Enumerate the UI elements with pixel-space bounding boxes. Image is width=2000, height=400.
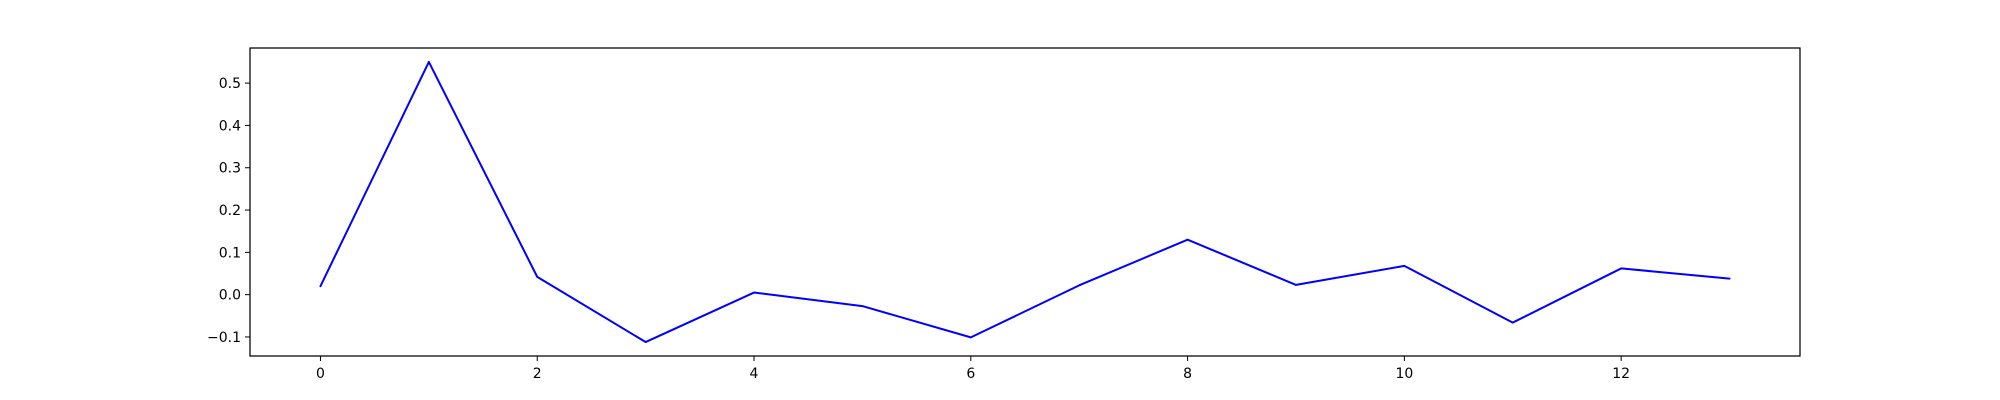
y-tick-label: −0.1 xyxy=(207,330,241,346)
x-tick-label: 8 xyxy=(1183,366,1192,382)
y-tick-label: 0.5 xyxy=(219,76,241,92)
y-tick-label: 0.0 xyxy=(219,288,241,304)
y-axis: −0.1 0.0 0.1 0.2 0.3 0.4 0.5 xyxy=(207,76,250,346)
y-tick-label: 0.2 xyxy=(219,203,241,219)
x-axis: 0 2 4 6 8 10 12 xyxy=(316,356,1630,382)
x-tick-label: 10 xyxy=(1395,366,1413,382)
y-tick-label: 0.3 xyxy=(219,161,241,177)
plot-area-frame xyxy=(249,47,1801,357)
x-tick-label: 4 xyxy=(750,366,759,382)
y-tick-label: 0.4 xyxy=(219,118,241,134)
series-layer xyxy=(319,60,1731,344)
x-tick-label: 0 xyxy=(316,366,325,382)
y-tick-label: 0.1 xyxy=(219,245,241,261)
series-line xyxy=(319,60,1731,344)
x-tick-label: 2 xyxy=(533,366,542,382)
x-tick-label: 6 xyxy=(966,366,975,382)
x-tick-label: 12 xyxy=(1612,366,1630,382)
